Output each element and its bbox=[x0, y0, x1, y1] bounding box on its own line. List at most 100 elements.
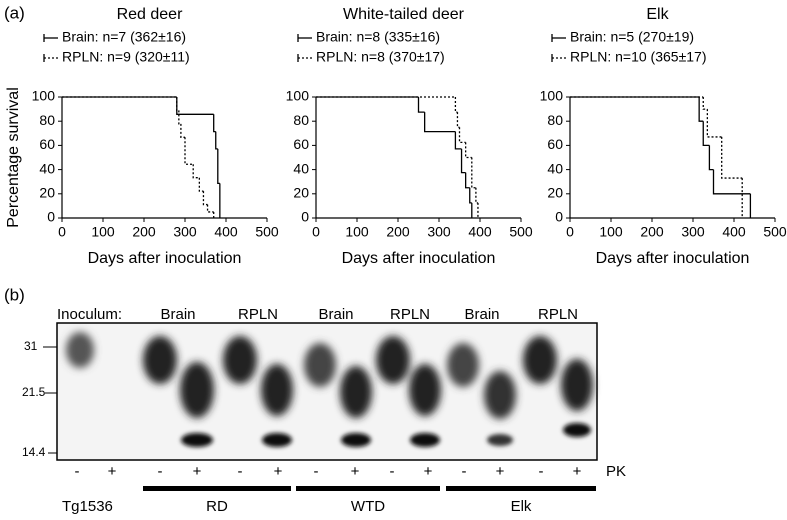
y-tick-label: 40 bbox=[547, 160, 563, 176]
pk-lane-label: - bbox=[462, 463, 467, 480]
survival-step bbox=[176, 97, 214, 115]
survival-step bbox=[176, 97, 179, 112]
y-tick-label: 40 bbox=[293, 160, 309, 176]
x-tick-label: 100 bbox=[345, 224, 369, 240]
panel-label: (a) bbox=[4, 3, 25, 22]
pk-lane-label: + bbox=[424, 463, 433, 480]
pk-lane-label: + bbox=[274, 463, 283, 480]
control-label: Tg1536 bbox=[62, 498, 113, 515]
marker-label: 21.5 bbox=[22, 385, 46, 399]
y-tick-label: 100 bbox=[540, 88, 564, 104]
x-axis-label: Days after inoculation bbox=[596, 250, 750, 267]
y-tick-label: 100 bbox=[286, 88, 310, 104]
survival-step bbox=[217, 148, 220, 185]
lane-group-label: RPLN bbox=[390, 306, 430, 323]
group-bar bbox=[143, 486, 291, 491]
x-tick-label: 400 bbox=[214, 224, 238, 240]
pk-lane-label: - bbox=[539, 463, 544, 480]
pk-label: PK bbox=[606, 463, 626, 480]
group-bar bbox=[296, 486, 440, 491]
x-tick-label: 300 bbox=[173, 224, 197, 240]
survival-step bbox=[706, 109, 722, 138]
x-tick-label: 400 bbox=[722, 224, 746, 240]
y-tick-label: 100 bbox=[32, 88, 56, 104]
survival-step bbox=[471, 157, 476, 189]
pk-lane-label: + bbox=[496, 463, 505, 480]
pk-lane-label: + bbox=[351, 463, 360, 480]
legend-label: RPLN: n=9 (320±11) bbox=[62, 49, 190, 65]
survival-step bbox=[213, 114, 216, 133]
legend-label: RPLN: n=8 (370±17) bbox=[316, 49, 445, 65]
chart-title: Red deer bbox=[117, 6, 183, 23]
survival-step bbox=[456, 112, 460, 128]
survival-step bbox=[460, 148, 466, 174]
y-tick-label: 80 bbox=[293, 112, 309, 128]
survival-step bbox=[202, 191, 208, 206]
x-axis-label: Days after inoculation bbox=[342, 250, 496, 267]
blot bbox=[56, 322, 598, 461]
survival-step bbox=[192, 164, 200, 179]
group-bar bbox=[446, 486, 596, 491]
y-tick-label: 80 bbox=[547, 112, 563, 128]
survival-step bbox=[458, 127, 466, 144]
pk-lane-label: - bbox=[158, 463, 163, 480]
lane-group-label: Brain bbox=[464, 306, 499, 323]
pk-lanes: - + - + - + - + - + - + - + bbox=[75, 463, 582, 480]
x-tick-label: 100 bbox=[91, 224, 115, 240]
x-axis-label: Days after inoculation bbox=[88, 250, 242, 267]
lane-group-label: Brain bbox=[160, 306, 195, 323]
survival-step bbox=[417, 97, 425, 113]
survival-step bbox=[424, 112, 456, 133]
x-tick-label: 200 bbox=[640, 224, 664, 240]
lane-group-label: Brain bbox=[318, 306, 353, 323]
panel-label: (b) bbox=[4, 285, 25, 304]
legend-label: Brain: n=8 (335±16) bbox=[316, 29, 440, 45]
survival-step bbox=[469, 187, 472, 204]
survival-step bbox=[712, 169, 751, 195]
survival-step bbox=[198, 177, 204, 192]
inoculum-label: Inoculum: bbox=[57, 306, 122, 323]
survival-step bbox=[454, 97, 458, 113]
y-tick-label: 60 bbox=[547, 136, 563, 152]
survival-step bbox=[721, 136, 743, 179]
x-tick-label: 100 bbox=[599, 224, 623, 240]
survival-step bbox=[475, 187, 478, 204]
x-tick-label: 0 bbox=[566, 224, 574, 240]
x-tick-label: 0 bbox=[312, 224, 320, 240]
y-tick-label: 60 bbox=[39, 136, 55, 152]
y-tick-label: 0 bbox=[301, 209, 309, 225]
x-tick-label: 300 bbox=[681, 224, 705, 240]
axis bbox=[61, 97, 267, 219]
legend-label: Brain: n=7 (362±16) bbox=[62, 29, 186, 45]
survival-step bbox=[702, 97, 708, 110]
pk-lane-label: - bbox=[314, 463, 319, 480]
pk-lane-label: + bbox=[193, 463, 202, 480]
y-tick-label: 20 bbox=[293, 185, 309, 201]
y-tick-label: 40 bbox=[39, 160, 55, 176]
chart-title: Elk bbox=[646, 6, 669, 23]
group-label: RD bbox=[206, 498, 228, 515]
marker-label: 14.4 bbox=[22, 445, 46, 459]
pk-lane-label: - bbox=[238, 463, 243, 480]
survival-step bbox=[178, 110, 181, 125]
survival-step bbox=[184, 137, 194, 165]
survival-step bbox=[698, 97, 704, 122]
group-label: WTD bbox=[351, 498, 385, 515]
legend-label: Brain: n=5 (270±19) bbox=[570, 29, 694, 45]
group-label: Elk bbox=[511, 498, 532, 515]
x-tick-label: 400 bbox=[468, 224, 492, 240]
survival-step bbox=[180, 123, 185, 138]
survival-step bbox=[206, 204, 214, 213]
markers: 31 21.5 14.4 bbox=[22, 339, 57, 459]
chart-title: White-tailed deer bbox=[343, 6, 465, 23]
survival-step bbox=[702, 121, 710, 147]
survival-step bbox=[465, 172, 470, 189]
y-axis-label: Percentage survival bbox=[5, 87, 22, 228]
y-tick-label: 0 bbox=[47, 209, 55, 225]
legend-label: RPLN: n=10 (365±17) bbox=[570, 49, 707, 65]
x-tick-label: 200 bbox=[386, 224, 410, 240]
lane-group-label: RPLN bbox=[238, 306, 278, 323]
y-tick-label: 0 bbox=[555, 209, 563, 225]
x-tick-label: 500 bbox=[763, 224, 787, 240]
x-tick-label: 500 bbox=[255, 224, 279, 240]
